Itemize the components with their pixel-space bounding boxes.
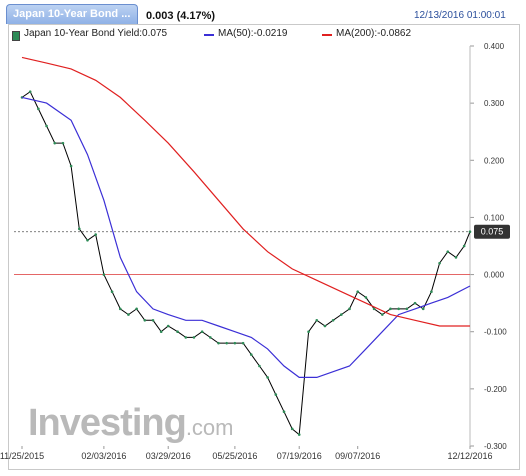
y-tick-label: 0.400 <box>484 42 505 51</box>
price-point <box>176 330 179 334</box>
x-tick-label: 03/29/2016 <box>146 451 191 461</box>
y-tick-label: -0.200 <box>484 385 507 394</box>
price-point <box>266 376 269 379</box>
series-line-ma50 <box>21 96 471 378</box>
series-line-price <box>21 90 471 436</box>
price-point <box>37 107 40 111</box>
price-point <box>282 410 286 414</box>
y-tick-label: -0.100 <box>484 328 507 337</box>
price-point <box>372 307 376 311</box>
ma200-swatch-icon <box>322 34 332 36</box>
price-point <box>166 324 170 328</box>
last-value-badge <box>474 224 510 239</box>
price-point <box>421 307 425 311</box>
price-point <box>78 227 81 231</box>
price-point <box>118 307 122 311</box>
price-point <box>364 296 368 299</box>
price-point <box>323 324 327 328</box>
investing-logo: Investing.com <box>28 402 234 445</box>
price-point <box>241 341 245 345</box>
price-point <box>297 433 301 436</box>
price-point <box>307 330 310 334</box>
y-tick-label: 0.000 <box>484 271 505 280</box>
legend-ma50: MA(50):-0.0219 <box>218 28 288 39</box>
y-tick-label: 0.300 <box>484 99 505 108</box>
y-tick-label: 0.100 <box>484 213 505 222</box>
price-point <box>127 313 130 316</box>
price-point <box>233 341 237 345</box>
price-point <box>274 393 278 396</box>
price-point <box>135 307 138 311</box>
price-point <box>61 141 65 145</box>
x-tick-label: 12/12/2016 <box>447 451 492 461</box>
price-point <box>380 313 384 316</box>
price-point <box>356 290 360 294</box>
x-tick-label: 07/19/2016 <box>277 451 322 461</box>
price-point <box>290 427 294 431</box>
price-point <box>397 307 400 311</box>
x-tick-label: 11/25/2015 <box>0 451 44 461</box>
price-point <box>405 307 409 311</box>
x-tick-label: 09/07/2016 <box>335 451 380 461</box>
y-tick-label: -0.300 <box>484 442 507 451</box>
price-point <box>110 290 114 294</box>
price-point <box>348 307 351 311</box>
instrument-tab[interactable]: Japan 10-Year Bond ... <box>6 4 138 24</box>
price-point <box>69 164 73 168</box>
price-point <box>86 238 89 242</box>
price-point <box>413 301 417 305</box>
price-point <box>102 273 106 276</box>
price-point <box>430 290 433 294</box>
price-change: 0.003 (4.17%) <box>146 10 216 22</box>
price-point <box>143 318 147 322</box>
price-point <box>340 313 343 316</box>
price-swatch-icon <box>12 31 20 41</box>
x-tick-label: 02/03/2016 <box>81 451 126 461</box>
price-point <box>45 124 48 128</box>
last-value-label: 0.075 <box>481 227 504 237</box>
x-tick-label: 05/25/2016 <box>212 451 257 461</box>
legend-ma200: MA(200):-0.0862 <box>336 28 412 39</box>
price-point <box>53 141 57 145</box>
price-point <box>159 330 163 334</box>
series-line-ma200 <box>21 56 470 327</box>
y-tick-label: 0.200 <box>484 156 505 165</box>
price-point <box>438 261 441 265</box>
price-point <box>151 318 155 322</box>
logo-brand: Investing <box>28 402 187 444</box>
logo-suffix: .com <box>185 415 234 440</box>
price-point <box>454 256 458 259</box>
chart-header: Japan 10-Year Bond ... 0.003 (4.17%) 12/… <box>0 0 526 24</box>
price-point <box>315 318 319 322</box>
chart-frame <box>8 24 520 470</box>
price-point <box>462 244 466 248</box>
price-point <box>446 250 450 254</box>
price-point <box>249 353 253 356</box>
ma50-swatch-icon <box>204 34 214 36</box>
price-point <box>389 307 392 311</box>
instrument-tab-title: Japan 10-Year Bond ... <box>13 8 131 20</box>
price-point <box>184 336 188 339</box>
price-point <box>331 318 335 322</box>
last-update-time: 12/13/2016 01:00:01 <box>414 10 506 21</box>
price-point <box>258 364 261 368</box>
price-point <box>200 330 204 334</box>
price-point <box>94 233 97 236</box>
price-point <box>192 336 196 339</box>
price-point <box>225 341 228 345</box>
legend-price: Japan 10-Year Bond Yield:0.075 <box>24 28 168 39</box>
price-point <box>217 341 220 345</box>
price-point <box>28 90 32 94</box>
price-point <box>468 230 472 234</box>
price-point <box>209 336 212 339</box>
